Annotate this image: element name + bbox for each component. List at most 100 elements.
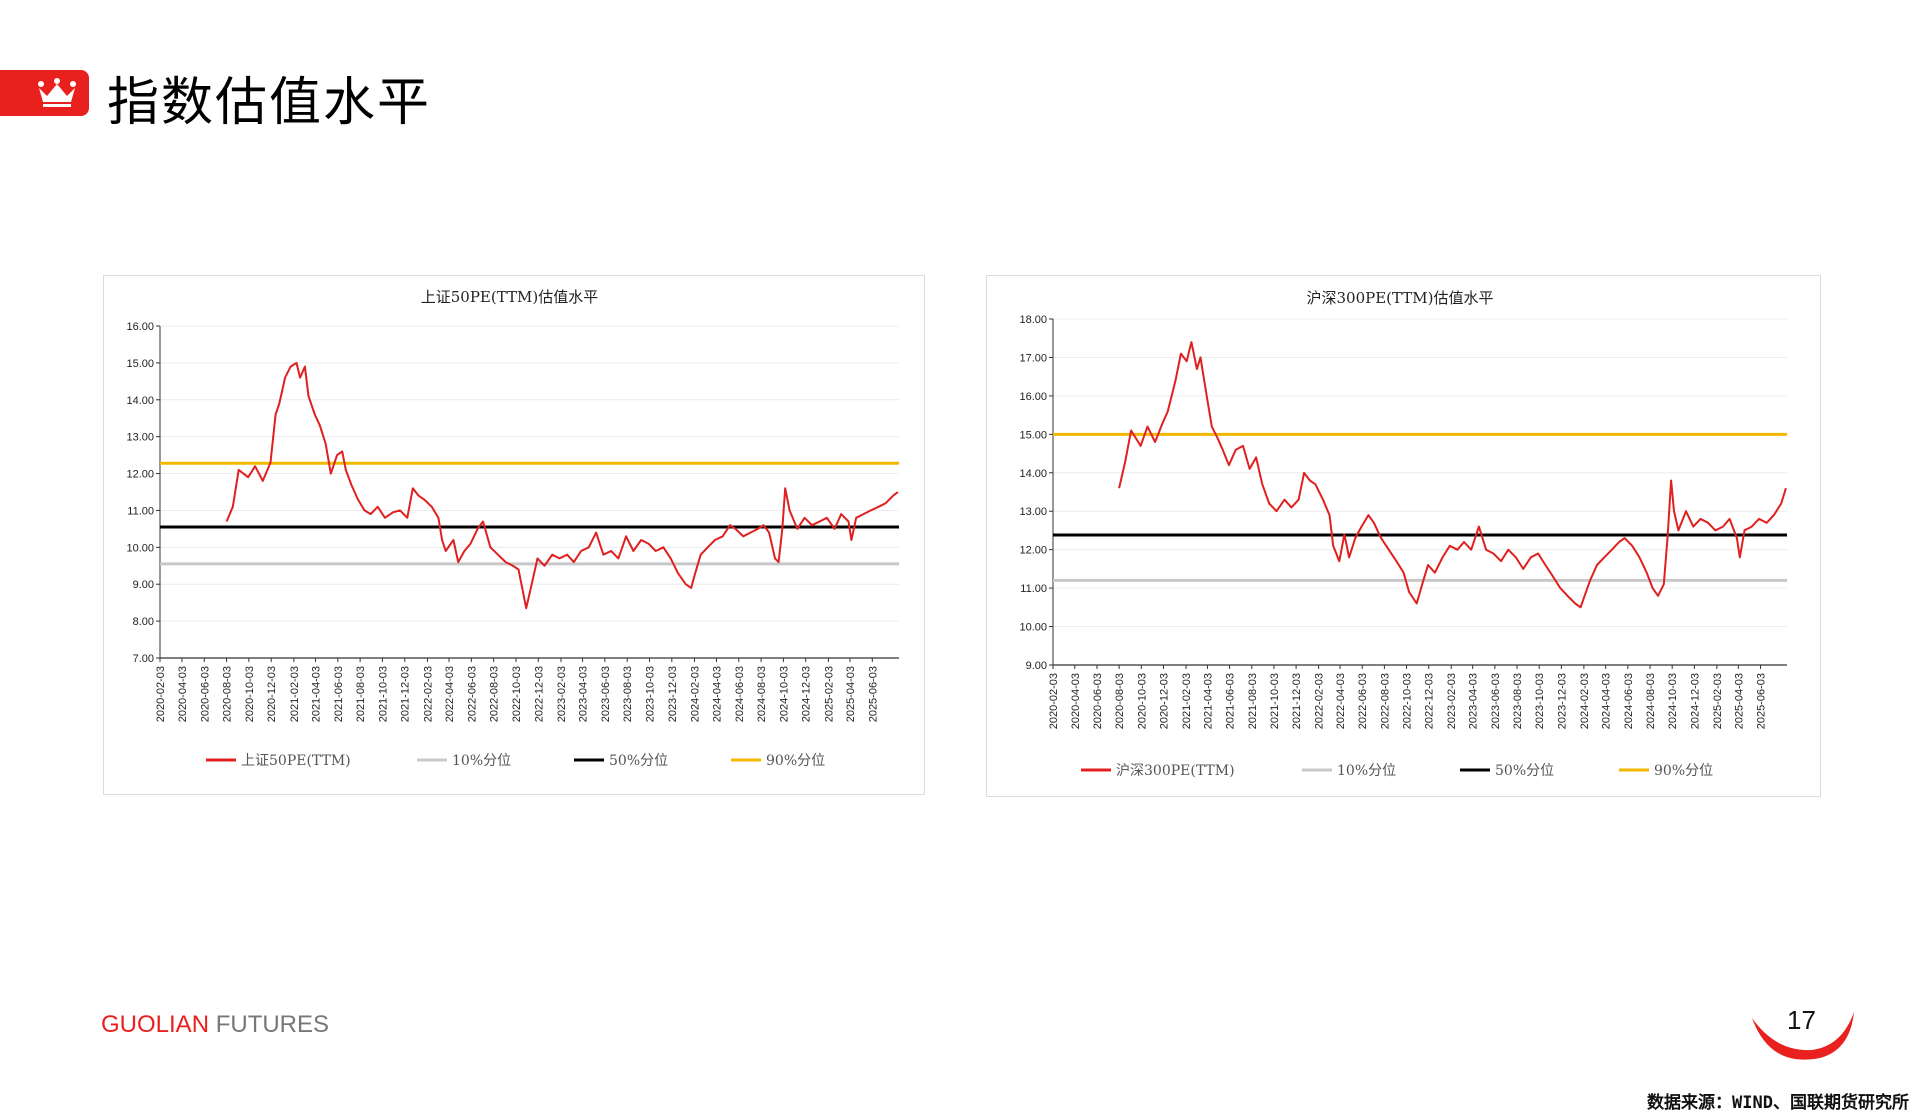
legend-item-p50-label: 50%分位 (1495, 763, 1554, 779)
x-tick-label: 2020-06-03 (1092, 673, 1104, 729)
x-tick-label: 2020-08-03 (1114, 673, 1126, 729)
legend-item-p50-label: 50%分位 (609, 753, 668, 769)
x-tick-label: 2022-12-03 (1424, 673, 1436, 729)
series-line-pe (1118, 341, 1787, 609)
x-tick-label: 2020-12-03 (266, 666, 278, 722)
x-tick-label: 2024-10-03 (1667, 673, 1679, 729)
title-accent-bar (0, 70, 89, 116)
brand-logo-text: GUOLIAN FUTURES (101, 1011, 329, 1039)
x-tick-label: 2024-12-03 (1689, 673, 1701, 729)
x-tick-label: 2025-04-03 (1733, 673, 1745, 729)
y-tick-label: 12.00 (126, 469, 154, 481)
x-tick-label: 2022-04-03 (444, 666, 456, 722)
brand-name-part1: GUOLIAN (101, 1011, 210, 1038)
x-tick-label: 2024-08-03 (756, 666, 768, 722)
x-tick-label: 2022-08-03 (489, 666, 501, 722)
y-tick-label: 10.00 (126, 542, 154, 554)
crown-icon (38, 78, 76, 107)
series-line-pe (225, 361, 899, 610)
x-tick-label: 2023-04-03 (1468, 673, 1480, 729)
x-tick-label: 2023-02-03 (556, 666, 568, 722)
x-tick-label: 2024-04-03 (711, 666, 723, 722)
x-tick-label: 2021-08-03 (1247, 673, 1259, 729)
x-tick-label: 2022-08-03 (1379, 673, 1391, 729)
y-tick-label: 14.00 (126, 395, 154, 407)
x-tick-label: 2023-12-03 (1556, 673, 1568, 729)
x-tick-label: 2021-04-03 (1202, 673, 1214, 729)
x-tick-label: 2023-10-03 (644, 666, 656, 722)
x-tick-label: 2021-12-03 (1291, 673, 1303, 729)
legend-item-p90-label: 90%分位 (1654, 763, 1713, 779)
x-tick-label: 2021-06-03 (333, 666, 345, 722)
y-tick-label: 8.00 (133, 616, 154, 628)
y-tick-label: 17.00 (1019, 352, 1047, 364)
x-tick-label: 2024-04-03 (1601, 673, 1613, 729)
x-tick-label: 2022-10-03 (511, 666, 523, 722)
y-tick-label: 9.00 (133, 579, 154, 591)
x-tick-label: 2023-04-03 (578, 666, 590, 722)
y-tick-label: 12.00 (1019, 545, 1047, 557)
x-tick-label: 2021-02-03 (289, 666, 301, 722)
x-tick-label: 2023-06-03 (1490, 673, 1502, 729)
x-tick-label: 2024-06-03 (734, 666, 746, 722)
pe-chart-sse50: 上证50PE(TTM)估值水平 16.00 15.00 14.00 13.00 12.00… (103, 275, 925, 795)
x-tick-label: 2020-10-03 (244, 666, 256, 722)
x-tick-label: 2022-04-03 (1335, 673, 1347, 729)
x-tick-label: 2021-04-03 (310, 666, 322, 722)
x-tick-label: 2024-06-03 (1623, 673, 1635, 729)
chart-svg-csi300: 沪深300PE(TTM)估值水平 18.00 17.00 16.00 15.00 14.0… (1019, 289, 1787, 779)
pe-chart-csi300: 沪深300PE(TTM)估值水平 18.00 17.00 16.00 15.00 14.0… (986, 275, 1821, 797)
x-tick-label: 2020-04-03 (177, 666, 189, 722)
legend-item-pe-label: 沪深300PE(TTM) (1116, 763, 1235, 779)
x-tick-label: 2024-08-03 (1645, 673, 1657, 729)
x-tick-label: 2022-12-03 (533, 666, 545, 722)
y-tick-label: 15.00 (126, 358, 154, 370)
x-tick-label: 2022-02-03 (422, 666, 434, 722)
x-tick-label: 2020-02-03 (1048, 673, 1060, 729)
x-tick-label: 2024-02-03 (689, 666, 701, 722)
chart-title: 上证50PE(TTM)估值水平 (421, 288, 598, 306)
x-tick-label: 2021-06-03 (1225, 673, 1237, 729)
brand-name-part2: FUTURES (209, 1011, 330, 1038)
y-tick-label: 9.00 (1026, 660, 1047, 672)
y-tick-label: 13.00 (1019, 506, 1047, 518)
x-tick-label: 2024-02-03 (1579, 673, 1591, 729)
y-tick-label: 16.00 (126, 321, 154, 333)
chart-title: 沪深300PE(TTM)估值水平 (1306, 289, 1493, 307)
x-tick-label: 2023-06-03 (600, 666, 612, 722)
legend-item-p10-label: 10%分位 (452, 753, 511, 769)
x-tick-label: 2020-08-03 (222, 666, 234, 722)
x-tick-label: 2025-06-03 (867, 666, 879, 722)
y-tick-label: 11.00 (127, 505, 154, 517)
x-tick-label: 2023-12-03 (667, 666, 679, 722)
legend-item-p10-label: 10%分位 (1337, 763, 1396, 779)
x-tick-label: 2023-08-03 (1512, 673, 1524, 729)
x-tick-label: 2020-02-03 (155, 666, 167, 722)
page-number: 17 (1787, 1005, 1816, 1035)
x-tick-label: 2023-08-03 (622, 666, 634, 722)
x-tick-label: 2021-10-03 (377, 666, 389, 722)
y-tick-label: 15.00 (1019, 429, 1047, 441)
x-tick-label: 2025-02-03 (823, 666, 835, 722)
x-tick-label: 2020-12-03 (1158, 673, 1170, 729)
data-source-note: 数据来源：WIND、国联期货研究所 (1647, 1093, 1909, 1113)
y-tick-label: 18.00 (1019, 314, 1047, 326)
x-tick-label: 2021-10-03 (1269, 673, 1281, 729)
x-tick-label: 2023-10-03 (1534, 673, 1546, 729)
x-tick-label: 2023-02-03 (1446, 673, 1458, 729)
y-tick-label: 13.00 (126, 432, 154, 444)
y-tick-label: 14.00 (1019, 468, 1047, 480)
y-tick-label: 10.00 (1019, 622, 1047, 634)
y-tick-label: 7.00 (133, 653, 154, 665)
legend-item-pe-label: 上证50PE(TTM) (241, 753, 351, 769)
x-tick-label: 2024-12-03 (801, 666, 813, 722)
x-tick-label: 2020-06-03 (199, 666, 211, 722)
x-tick-label: 2020-04-03 (1070, 673, 1082, 729)
x-tick-label: 2021-08-03 (355, 666, 367, 722)
x-tick-label: 2020-10-03 (1136, 673, 1148, 729)
x-tick-label: 2022-06-03 (466, 666, 478, 722)
x-tick-label: 2022-06-03 (1357, 673, 1369, 729)
y-tick-label: 16.00 (1019, 391, 1047, 403)
x-tick-label: 2025-02-03 (1712, 673, 1724, 729)
y-tick-label: 11.00 (1020, 583, 1047, 595)
